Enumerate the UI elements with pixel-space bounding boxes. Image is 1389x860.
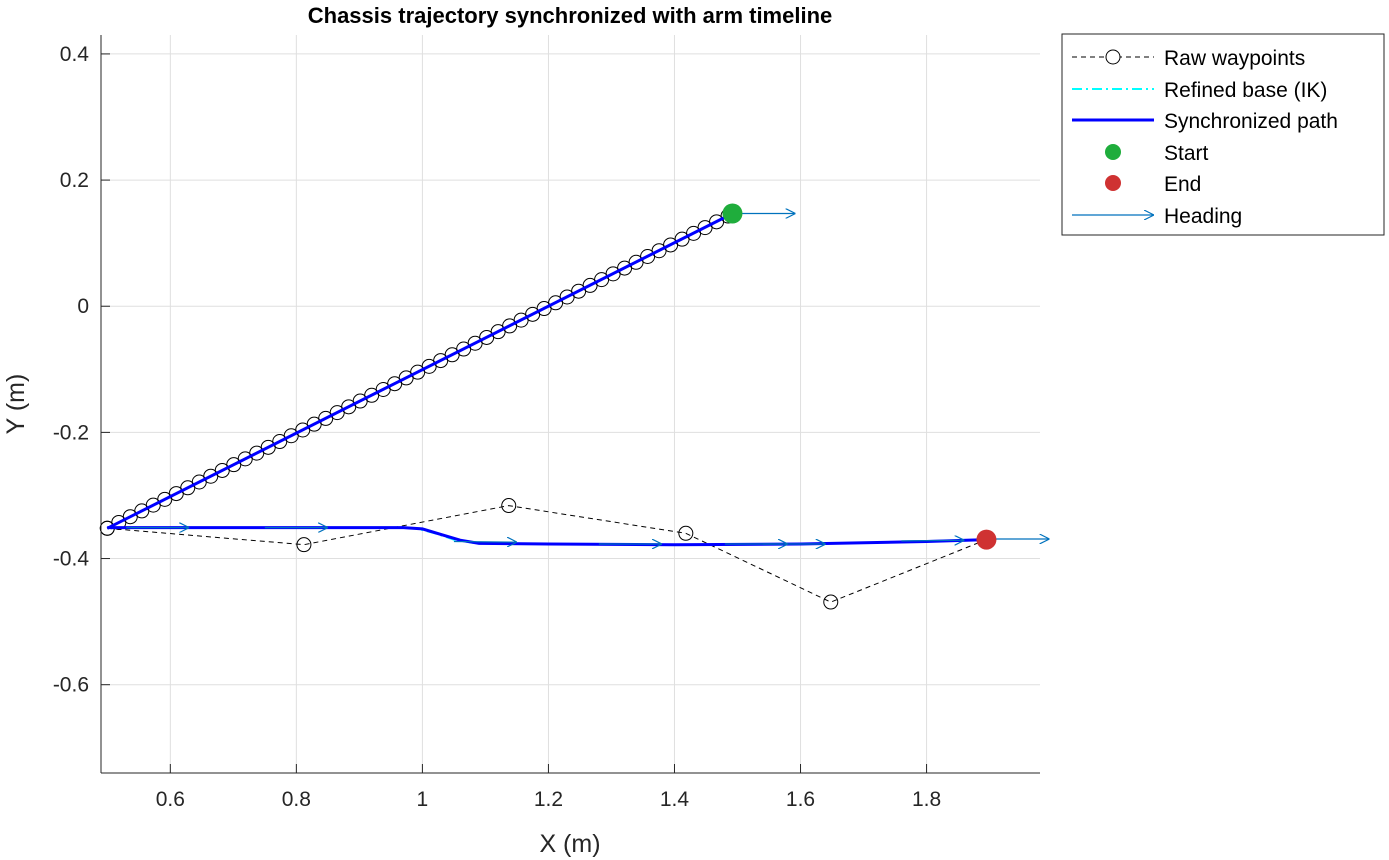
- tick-labels: 0.6 0.8 1 1.2 1.4 1.6 1.8 0.4 0.2 0 -0.2 -0.4 -0.6: [53, 43, 941, 811]
- y-tick-label: -0.2: [53, 421, 89, 444]
- y-tick-label: -0.6: [53, 674, 89, 697]
- x-tick-label: 1.4: [660, 788, 690, 811]
- raw-waypoint-marker: [296, 537, 312, 553]
- axes: [100, 35, 1040, 774]
- legend-label: Heading: [1164, 205, 1242, 228]
- y-tick-label: 0: [77, 295, 89, 318]
- legend-label: Refined base (IK): [1164, 79, 1327, 102]
- raw-waypoint-marker: [823, 594, 839, 610]
- y-tick-label: -0.4: [53, 548, 90, 571]
- legend-label: Raw waypoints: [1164, 47, 1305, 70]
- x-axis-label: X (m): [539, 830, 600, 858]
- legend: Raw waypoints Refined base (IK) Synchroniz…: [1061, 33, 1385, 236]
- legend-label: Start: [1164, 142, 1209, 165]
- x-tick-label: 1.6: [786, 788, 815, 811]
- series-layer: [99, 203, 1050, 610]
- series-heading: [126, 214, 1050, 545]
- legend-label: End: [1164, 173, 1201, 196]
- heading-arrow: [453, 542, 517, 543]
- raw-waypoint-marker: [678, 525, 694, 541]
- plot-background: [101, 35, 1040, 773]
- x-tick-label: 0.8: [282, 788, 311, 811]
- legend-swatch-raw-marker: [1105, 49, 1121, 65]
- x-tick-label: 1: [417, 788, 429, 811]
- series-synchronized-path-line: [106, 212, 734, 530]
- x-tick-label: 1.8: [912, 788, 941, 811]
- raw-waypoint-marker: [501, 498, 517, 514]
- x-tick-label: 0.6: [156, 788, 185, 811]
- x-tick-label: 1.2: [534, 788, 563, 811]
- y-axis-label: Y (m): [2, 374, 30, 435]
- legend-box: [1061, 33, 1385, 236]
- grid-lines: [101, 35, 1040, 773]
- y-tick-label: 0.4: [60, 43, 90, 66]
- heading-arrow: [901, 540, 964, 541]
- end-marker: [976, 529, 997, 550]
- legend-swatch-end: [1105, 175, 1121, 191]
- start-marker: [722, 203, 743, 224]
- raw-waypoints-line: [107, 505, 987, 603]
- chart-title: Chassis trajectory synchronized with arm…: [308, 3, 833, 28]
- legend-swatch-start: [1105, 144, 1121, 160]
- y-tick-label: 0.2: [60, 169, 89, 192]
- legend-label: Synchronized path: [1164, 110, 1338, 133]
